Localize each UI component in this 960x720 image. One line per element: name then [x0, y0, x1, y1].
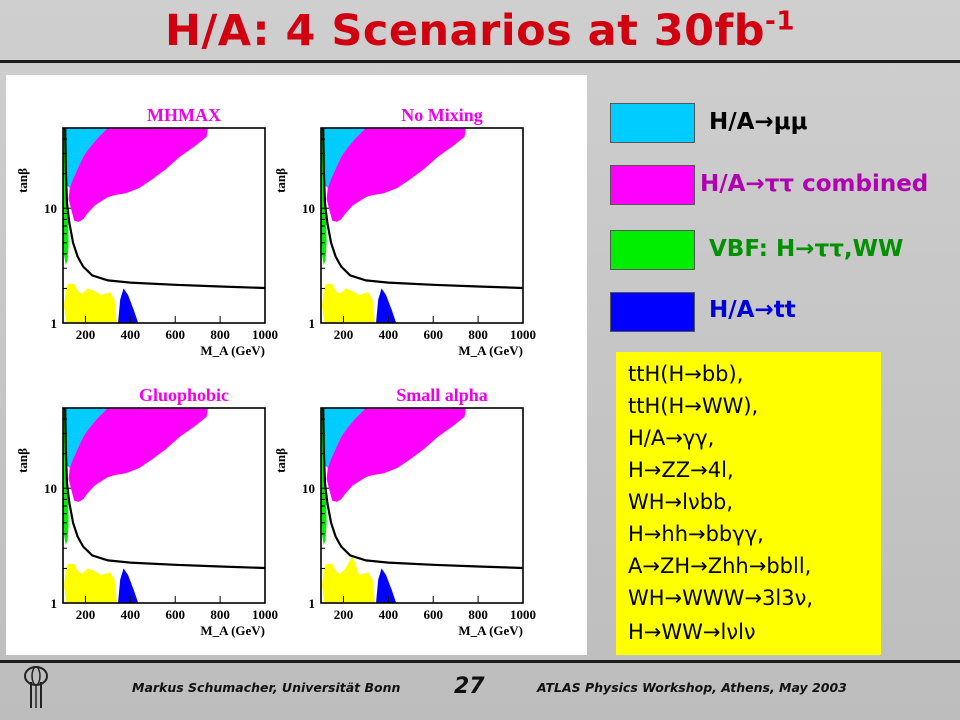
page-number: 27 — [454, 674, 485, 699]
tt-region — [118, 568, 139, 603]
x-axis-label: M_A (GeV) — [200, 623, 265, 638]
x-tick-label: 200 — [334, 327, 354, 342]
y-tick-label: 10 — [44, 481, 57, 496]
x-tick-label: 600 — [165, 327, 185, 342]
x-tick-label: 1000 — [510, 607, 536, 622]
channel-line: H/A→γγ, — [628, 426, 715, 450]
x-tick-label: 400 — [379, 607, 399, 622]
legend-label-vbf: VBF: H→ττ,WW — [709, 236, 904, 262]
plot-title: No Mixing — [401, 105, 483, 125]
x-tick-label: 400 — [121, 327, 141, 342]
tt-region — [376, 568, 397, 603]
top-rule — [0, 60, 960, 63]
y-tick-label: 1 — [309, 316, 316, 331]
y-axis-label: tanβ — [15, 448, 30, 473]
x-tick-label: 1000 — [510, 327, 536, 342]
legend-swatch-tt — [610, 292, 695, 332]
channel-line: ttH(H→bb), — [628, 362, 744, 386]
mumu-region — [64, 128, 108, 188]
y-tick-label: 10 — [44, 201, 57, 216]
x-tick-label: 800 — [210, 607, 230, 622]
mumu-region — [64, 408, 108, 468]
x-tick-label: 400 — [379, 327, 399, 342]
x-tick-label: 800 — [210, 327, 230, 342]
x-tick-label: 1000 — [252, 327, 278, 342]
plots-svg: 200 400 600 800 1000 1 10 tanβ M_A (GeV) MHMAX 200… — [15, 105, 536, 638]
plot-title: Gluophobic — [139, 385, 229, 405]
channel-line: A→ZH→Zhh→bbll, — [628, 554, 812, 578]
y-axis-label: tanβ — [273, 168, 288, 193]
tt-region — [376, 288, 397, 323]
legend-swatch-mumu — [610, 103, 695, 143]
other-channels-region — [322, 555, 375, 603]
plot-frame — [62, 127, 266, 324]
legend-swatch-vbf — [610, 230, 695, 270]
discovery-contour — [322, 127, 524, 290]
tautau-region — [326, 128, 466, 222]
x-tick-label: 600 — [423, 607, 443, 622]
y-axis-label: tanβ — [273, 448, 288, 473]
x-tick-label: 400 — [121, 607, 141, 622]
other-channels-region — [322, 283, 375, 323]
x-tick-label: 1000 — [252, 607, 278, 622]
legend-label-tt: H/A→tt — [709, 297, 796, 323]
other-channels-region — [64, 283, 117, 323]
discovery-contour — [64, 127, 266, 290]
channel-line: ttH(H→WW), — [628, 394, 759, 418]
x-axis-label: M_A (GeV) — [458, 343, 523, 358]
tautau-region — [68, 128, 208, 222]
discovery-contour — [64, 407, 266, 570]
tautau-region — [326, 408, 466, 502]
y-tick-label: 1 — [309, 596, 316, 611]
x-tick-label: 600 — [423, 327, 443, 342]
channel-line: WH→WWW→3l3ν, — [628, 586, 814, 610]
discovery-contour — [322, 407, 524, 570]
slide-title: H/A: 4 Scenarios at 30fb-1 — [165, 6, 795, 56]
channel-line: H→WW→lνlν — [628, 620, 756, 644]
plot-title: MHMAX — [147, 105, 221, 125]
footer-author: Markus Schumacher, Universität Bonn — [132, 680, 401, 695]
plot-frame — [62, 407, 266, 604]
y-tick-label: 1 — [51, 596, 58, 611]
x-axis-label: M_A (GeV) — [458, 623, 523, 638]
channel-line: H→ZZ→4l, — [628, 458, 734, 482]
tautau-region — [68, 408, 208, 502]
x-tick-label: 200 — [76, 327, 96, 342]
x-tick-label: 800 — [468, 607, 488, 622]
x-tick-label: 200 — [334, 607, 354, 622]
x-tick-label: 600 — [165, 607, 185, 622]
plot-frame — [320, 127, 524, 324]
plot-frame — [320, 407, 524, 604]
legend-label-mumu: H/A→μμ — [709, 109, 808, 135]
y-tick-label: 10 — [302, 481, 315, 496]
other-channels-box: ttH(H→bb), ttH(H→WW), H/A→γγ, H→ZZ→4l, W… — [616, 352, 881, 655]
x-axis-label: M_A (GeV) — [200, 343, 265, 358]
plot-title: Small alpha — [396, 385, 488, 405]
mumu-region — [322, 128, 366, 188]
tt-region — [118, 288, 139, 323]
y-tick-label: 1 — [51, 316, 58, 331]
x-tick-label: 200 — [76, 607, 96, 622]
channel-line: WH→lνbb, — [628, 490, 734, 514]
channel-line: H→hh→bbγγ, — [628, 522, 764, 546]
other-channels-region — [64, 563, 117, 603]
y-tick-label: 10 — [302, 201, 315, 216]
footer-event: ATLAS Physics Workshop, Athens, May 2003 — [537, 680, 847, 695]
mumu-region — [322, 408, 366, 468]
legend-label-tautau: H/A→ττ combined — [700, 171, 929, 197]
plot-panel: 200 400 600 800 1000 1 10 tanβ M_A (GeV) MHMAX 200… — [6, 75, 587, 655]
y-axis-label: tanβ — [15, 168, 30, 193]
bottom-rule — [0, 660, 960, 663]
x-tick-label: 800 — [468, 327, 488, 342]
legend-swatch-tautau — [610, 165, 695, 205]
atlas-logo-icon — [24, 666, 48, 708]
